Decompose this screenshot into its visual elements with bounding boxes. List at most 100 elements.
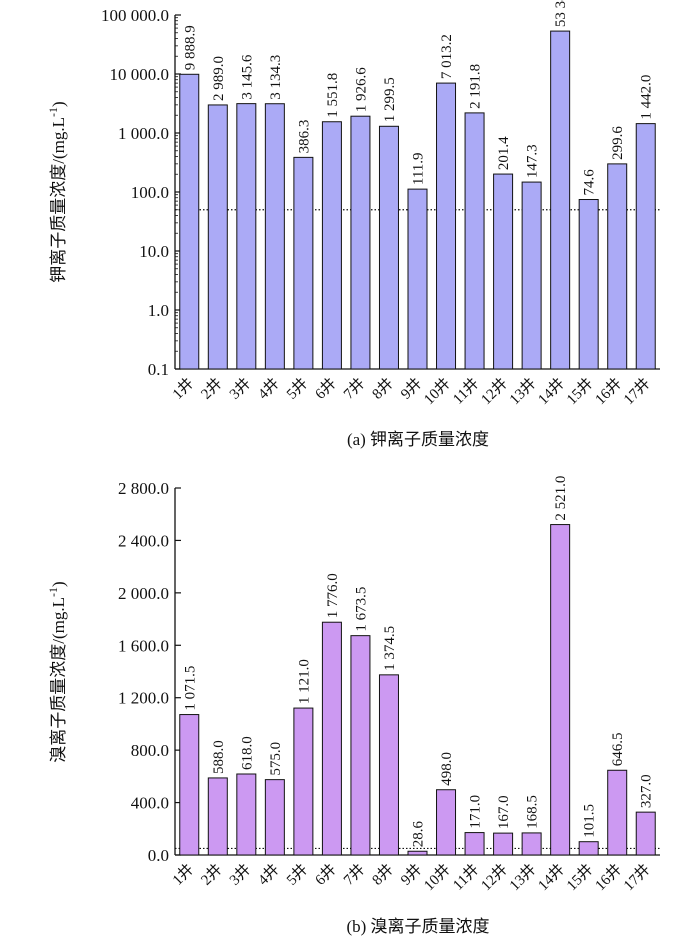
x-tick-label: 8井	[369, 861, 397, 889]
bar	[635, 811, 656, 856]
x-tick-label: 17井	[620, 861, 653, 894]
x-tick-label: 9井	[397, 375, 425, 403]
data-label: 2 521.0	[553, 476, 569, 521]
data-label: 1 551.8	[325, 73, 341, 118]
bar	[350, 635, 371, 856]
chart-potassium: 0.1 1.0 10.0 100.0 1 000.0 10 000.0 100 000.0 9…	[46, 0, 660, 449]
bar	[293, 156, 314, 370]
y-axis-label-text: 溴离子质量浓度/(mg.L	[49, 597, 68, 763]
x-tick-label: 4井	[255, 861, 283, 889]
data-label: 2 191.8	[468, 64, 484, 109]
y-tick-label: 1 000.0	[118, 124, 169, 143]
y-tick-label: 2 800.0	[118, 479, 169, 498]
bar	[321, 121, 342, 370]
y-axis-label-close: )	[49, 581, 68, 587]
chart-caption: (a) 钾离子质量浓度	[347, 430, 489, 449]
data-label: 498.0	[439, 752, 455, 786]
y-tick-label: 10.0	[139, 242, 169, 261]
bar	[207, 777, 228, 856]
data-label: 646.5	[610, 733, 626, 767]
x-tick-label: 2井	[198, 861, 226, 889]
data-label: 7 013.2	[439, 34, 455, 79]
y-axis-label: 钾离子质量浓度/(mg.L-1)	[46, 101, 68, 282]
y-tick-label: 10 000.0	[110, 65, 170, 84]
y-axis-label-sup: -1	[46, 107, 60, 117]
y-tick-label: 1 600.0	[118, 636, 169, 655]
bar	[407, 850, 428, 856]
x-tick-label: 1井	[169, 375, 197, 403]
y-tick-label: 100 000.0	[101, 6, 169, 25]
data-label: 53 380.0	[553, 0, 569, 27]
data-label: 1 673.5	[353, 587, 369, 632]
y-tick-label: 400.0	[131, 794, 169, 813]
chart-caption: (b) 溴离子质量浓度	[346, 917, 489, 936]
data-label: 1 299.5	[382, 77, 398, 122]
x-tick-label: 17井	[620, 375, 653, 408]
data-label: 168.5	[525, 795, 541, 829]
data-label: 618.0	[239, 736, 255, 770]
bar	[493, 832, 514, 856]
bar	[236, 773, 257, 856]
bar	[550, 30, 571, 370]
y-axis-label-sup: -1	[46, 587, 60, 597]
x-tick-label: 3井	[226, 861, 254, 889]
x-tick-label: 11井	[450, 861, 483, 894]
data-label: 28.6	[411, 821, 427, 848]
x-tick-label: 10井	[421, 375, 454, 408]
x-tick-label: 3井	[226, 375, 254, 403]
data-label: 588.0	[211, 740, 227, 774]
x-tick-label: 10井	[421, 861, 454, 894]
bar	[578, 199, 599, 370]
x-tick-label: 15井	[563, 861, 596, 894]
data-label: 386.3	[296, 120, 312, 154]
y-tick-label: 1.0	[148, 301, 169, 320]
x-tick-label: 13井	[506, 861, 539, 894]
data-label: 299.6	[610, 126, 626, 160]
data-label: 1 776.0	[325, 573, 341, 618]
y-tick-label: 2 000.0	[118, 584, 169, 603]
data-label: 1 071.5	[182, 666, 198, 711]
bar	[550, 524, 571, 856]
x-tick-label: 8井	[369, 375, 397, 403]
bar	[521, 181, 542, 370]
bar	[578, 841, 599, 856]
bar	[436, 82, 457, 370]
bar	[436, 789, 457, 856]
bar	[521, 832, 542, 856]
bar	[236, 103, 257, 370]
bar	[607, 163, 628, 370]
data-label: 3 145.6	[239, 54, 255, 100]
bar	[350, 115, 371, 370]
bar	[464, 832, 485, 856]
data-label: 9 888.9	[182, 25, 198, 70]
y-axis-label: 溴离子质量浓度/(mg.L-1)	[46, 581, 68, 762]
data-label: 74.6	[582, 169, 598, 196]
data-label: 1 442.0	[639, 75, 655, 120]
x-tick-label: 2井	[198, 375, 226, 403]
x-tick-label: 14井	[535, 861, 568, 894]
x-tick-label: 9井	[397, 861, 425, 889]
data-label: 201.4	[496, 136, 512, 170]
bar	[207, 104, 228, 370]
chart-bromide: 0.0 400.0 800.0 1 200.0 1 600.0 2 000.0 2 400.…	[46, 476, 660, 936]
x-tick-label: 7井	[340, 861, 368, 889]
x-tick-label: 12井	[478, 375, 511, 408]
bar	[378, 674, 399, 856]
bar	[321, 621, 342, 856]
bar	[179, 714, 200, 856]
y-tick-label: 100.0	[131, 183, 169, 202]
data-label: 1 926.6	[353, 67, 369, 113]
x-tick-label: 6井	[312, 861, 340, 889]
data-label: 327.0	[639, 774, 655, 808]
x-tick-label: 1井	[169, 861, 197, 889]
x-tick-label: 14井	[535, 375, 568, 408]
x-tick-label: 5井	[283, 861, 311, 889]
bar	[607, 769, 628, 856]
x-tick-label: 12井	[478, 861, 511, 894]
data-label: 1 121.0	[296, 659, 312, 704]
x-tick-label: 16井	[592, 375, 625, 408]
bar	[179, 73, 200, 370]
bar	[293, 707, 314, 856]
y-tick-label: 0.0	[148, 846, 169, 865]
